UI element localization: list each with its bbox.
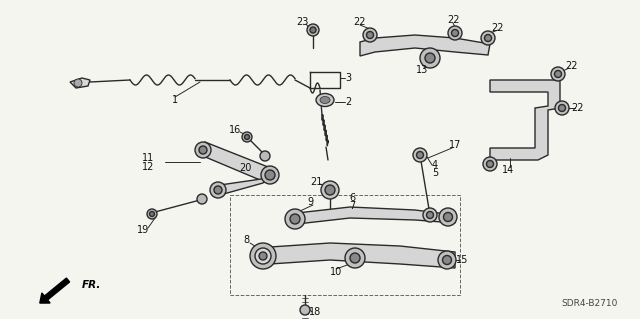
Text: 18: 18 (309, 307, 321, 317)
Text: 4: 4 (432, 160, 438, 170)
Circle shape (367, 32, 374, 39)
Circle shape (150, 211, 154, 217)
Circle shape (290, 214, 300, 224)
Circle shape (250, 243, 276, 269)
Circle shape (310, 27, 316, 33)
Circle shape (439, 208, 457, 226)
Ellipse shape (316, 93, 334, 107)
Text: 19: 19 (137, 225, 149, 235)
Circle shape (438, 251, 456, 269)
Text: 1: 1 (172, 95, 178, 105)
Text: 9: 9 (307, 197, 313, 207)
Text: 10: 10 (330, 267, 342, 277)
Circle shape (244, 135, 250, 139)
Text: 16: 16 (229, 125, 241, 135)
Circle shape (74, 79, 82, 87)
Text: 22: 22 (566, 61, 579, 71)
Circle shape (260, 151, 270, 161)
Circle shape (423, 208, 437, 222)
Circle shape (481, 31, 495, 45)
Polygon shape (490, 80, 560, 160)
Ellipse shape (320, 97, 330, 103)
Circle shape (210, 182, 226, 198)
Text: 11: 11 (142, 153, 154, 163)
Circle shape (147, 209, 157, 219)
Text: 21: 21 (310, 177, 322, 187)
Circle shape (559, 105, 566, 112)
Text: FR.: FR. (82, 280, 101, 290)
Bar (230, 195, 460, 295)
Circle shape (195, 142, 211, 158)
Circle shape (265, 170, 275, 180)
Circle shape (451, 29, 458, 36)
Polygon shape (288, 207, 455, 225)
Circle shape (255, 248, 271, 264)
Circle shape (486, 160, 493, 167)
Circle shape (197, 194, 207, 204)
Text: 8: 8 (243, 235, 249, 245)
Text: 17: 17 (449, 140, 461, 150)
Polygon shape (70, 78, 90, 88)
Text: 22: 22 (447, 15, 460, 25)
Text: 14: 14 (502, 165, 514, 175)
Circle shape (426, 211, 433, 219)
Circle shape (307, 24, 319, 36)
Circle shape (300, 305, 310, 315)
Circle shape (259, 252, 267, 260)
Circle shape (242, 132, 252, 142)
Polygon shape (360, 35, 490, 56)
Circle shape (555, 101, 569, 115)
Text: 7: 7 (349, 201, 355, 211)
Polygon shape (200, 142, 273, 183)
Circle shape (413, 148, 427, 162)
Circle shape (214, 186, 222, 194)
Text: 3: 3 (345, 73, 351, 83)
Circle shape (442, 256, 451, 264)
Text: 22: 22 (492, 23, 504, 33)
Text: 20: 20 (239, 163, 251, 173)
Circle shape (285, 209, 305, 229)
Circle shape (261, 166, 279, 184)
Text: 12: 12 (142, 162, 154, 172)
Circle shape (484, 34, 492, 41)
Circle shape (325, 185, 335, 195)
Circle shape (420, 48, 440, 68)
FancyArrow shape (40, 278, 70, 303)
Text: 2: 2 (345, 97, 351, 107)
Circle shape (350, 253, 360, 263)
Polygon shape (255, 243, 455, 268)
Text: 5: 5 (432, 168, 438, 178)
Text: 13: 13 (416, 65, 428, 75)
Text: 15: 15 (456, 255, 468, 265)
Text: SDR4-B2710: SDR4-B2710 (562, 299, 618, 308)
Circle shape (417, 152, 424, 159)
Circle shape (321, 181, 339, 199)
Text: 22: 22 (572, 103, 584, 113)
Polygon shape (215, 175, 268, 195)
Circle shape (345, 248, 365, 268)
Circle shape (363, 28, 377, 42)
Circle shape (554, 70, 561, 78)
Circle shape (551, 67, 565, 81)
Text: 22: 22 (354, 17, 366, 27)
Circle shape (199, 146, 207, 154)
Circle shape (448, 26, 462, 40)
Circle shape (444, 212, 452, 221)
Text: 23: 23 (296, 17, 308, 27)
Text: 6: 6 (349, 193, 355, 203)
Circle shape (425, 53, 435, 63)
Circle shape (483, 157, 497, 171)
